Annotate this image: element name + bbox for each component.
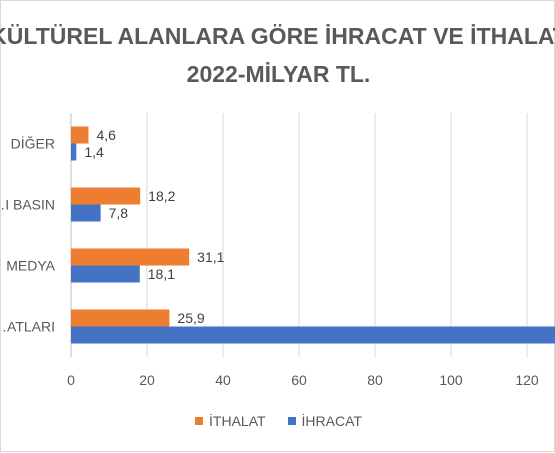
bar-i̇hracat-3 [71,143,77,161]
data-label-i̇thalat-2: 18,2 [148,188,175,204]
category-label-0: …ATLARI [1,319,55,335]
x-tick-label-60: 60 [291,372,307,388]
x-tick-label-40: 40 [215,372,231,388]
data-label-i̇hracat-1: 18,1 [148,266,175,282]
legend-item-ithalat: İTHALAT [195,413,266,429]
bar-i̇thalat-3 [71,126,89,144]
x-tick-label-20: 20 [139,372,155,388]
bar-i̇hracat-1 [71,265,140,283]
data-label-i̇hracat-2: 7,8 [109,205,129,221]
legend-label-ithalat: İTHALAT [209,413,266,429]
bar-i̇hracat-0 [71,326,555,344]
data-label-i̇thalat-0: 25,9 [177,310,204,326]
bar-i̇thalat-0 [71,309,170,327]
data-label-i̇hracat-3: 1,4 [84,144,104,160]
bar-i̇hracat-2 [71,204,101,222]
x-tick-label-0: 0 [67,372,75,388]
category-label-2: …I BASIN [1,197,55,213]
data-label-i̇thalat-1: 31,1 [197,249,224,265]
data-label-i̇thalat-3: 4,6 [96,127,116,143]
bar-i̇thalat-2 [71,187,141,205]
chart-title-line-1: KÜLTÜREL ALANLARA GÖRE İHRACAT VE İTHALA… [0,23,555,49]
bar-i̇thalat-1 [71,248,190,266]
legend-label-ihracat: İHRACAT [301,413,362,429]
x-tick-label-80: 80 [367,372,383,388]
legend: İTHALAT İHRACAT [1,413,555,429]
chart-title-line-2: 2022-MİLYAR TL. [186,61,371,87]
category-label-1: MEDYA [6,258,55,274]
category-label-3: DİĞER [11,135,55,152]
legend-swatch-ithalat [195,417,204,425]
x-tick-label-120: 120 [515,372,539,388]
legend-item-ihracat: İHRACAT [287,413,362,429]
x-tick-label-100: 100 [439,372,463,388]
legend-swatch-ihracat [287,417,296,425]
